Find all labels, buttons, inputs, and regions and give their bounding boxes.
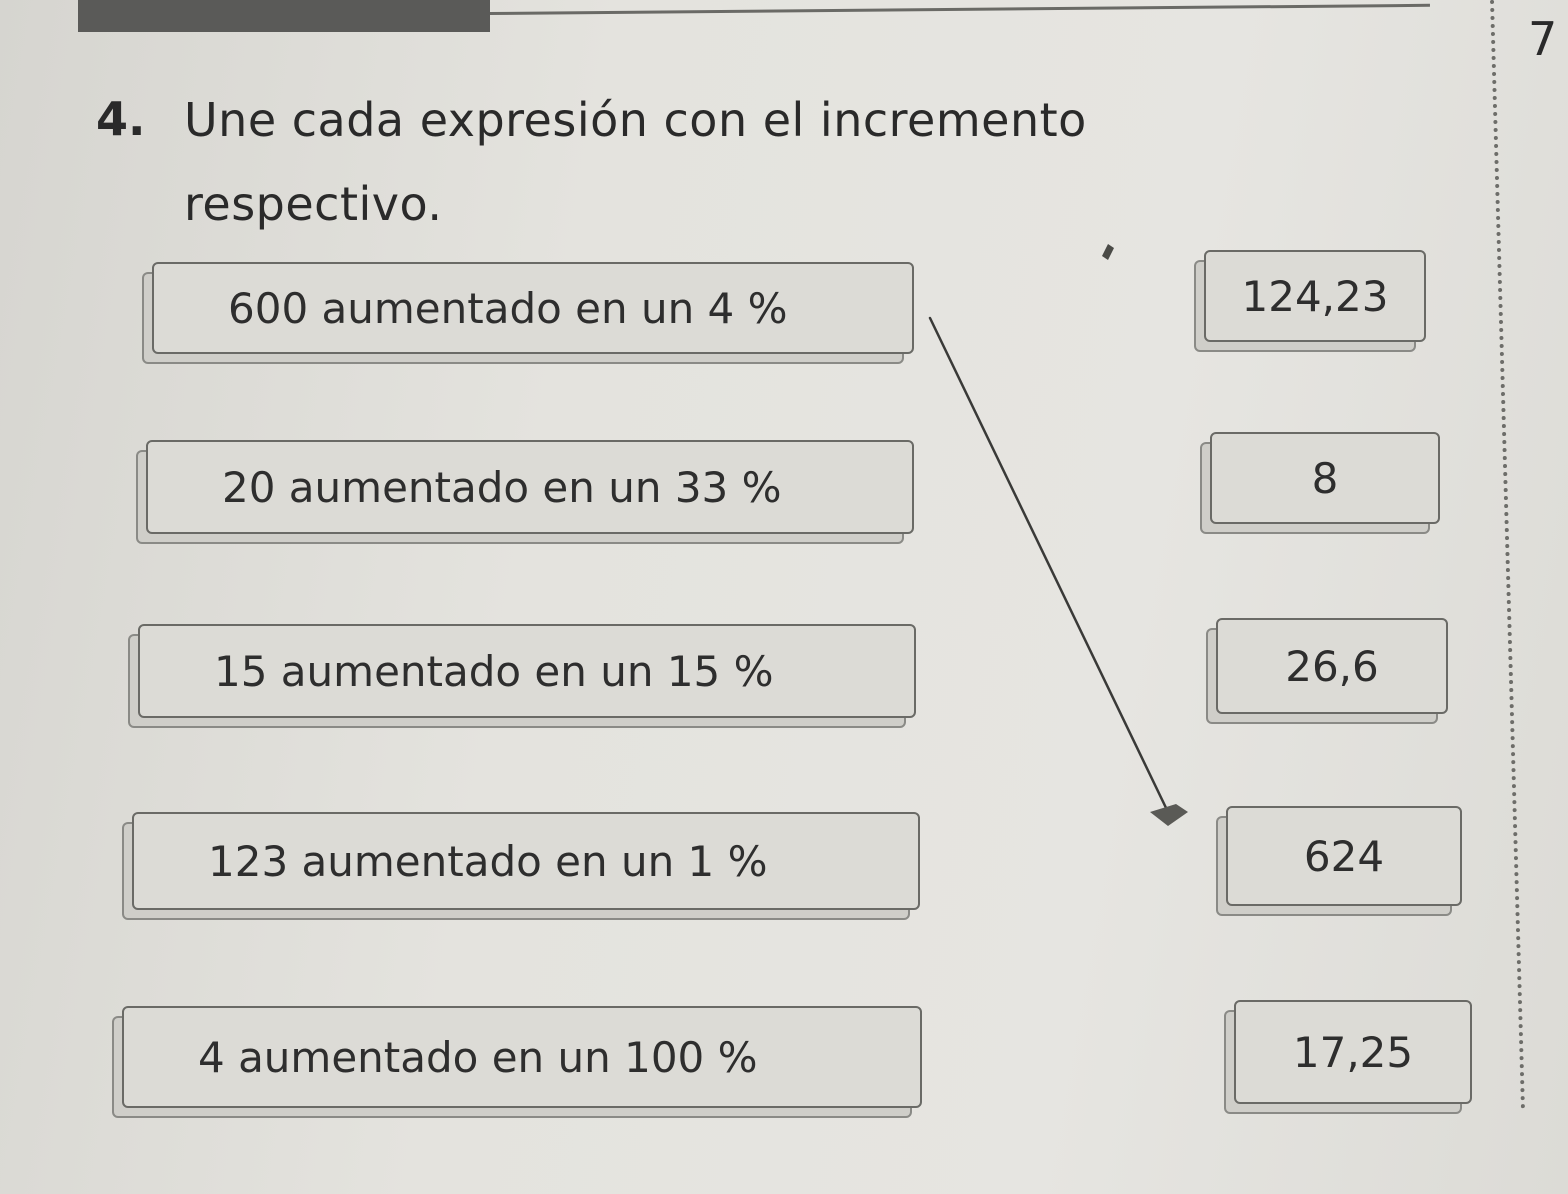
result-box-2[interactable]: 8 <box>1210 432 1440 524</box>
expression-box-2[interactable]: 20 aumentado en un 33 % <box>146 440 914 534</box>
result-box-5[interactable]: 17,25 <box>1234 1000 1472 1104</box>
expression-box-4[interactable]: 123 aumentado en un 1 % <box>132 812 920 910</box>
expression-box-5[interactable]: 4 aumentado en un 100 % <box>122 1006 922 1108</box>
connection-line <box>928 316 1170 814</box>
exercise-number: 4. <box>96 92 146 146</box>
arrowhead-icon <box>1150 804 1188 826</box>
exercise-instruction: Une cada expresión con el incremento res… <box>184 78 1284 246</box>
instruction-line-1: Une cada expresión con el incremento <box>184 93 1087 147</box>
result-box-3[interactable]: 26,6 <box>1216 618 1448 714</box>
result-box-4[interactable]: 624 <box>1226 806 1462 906</box>
header-rule <box>489 3 1430 15</box>
pencil-mark <box>1102 244 1114 260</box>
page-number: 7 <box>1528 12 1558 66</box>
instruction-line-2: respectivo. <box>184 177 443 231</box>
header-bar <box>78 0 490 32</box>
expression-box-3[interactable]: 15 aumentado en un 15 % <box>138 624 916 718</box>
expression-box-1[interactable]: 600 aumentado en un 4 % <box>152 262 914 354</box>
result-box-1[interactable]: 124,23 <box>1204 250 1426 342</box>
dotted-margin-line <box>1490 0 1525 1110</box>
